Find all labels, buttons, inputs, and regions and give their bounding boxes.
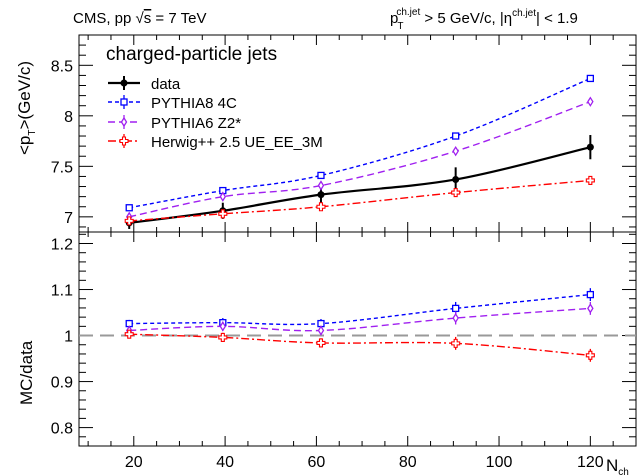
bottom-point-herwig-2-5-ue-ee-3m — [124, 329, 134, 339]
bottom-point-pythia8-4c — [586, 290, 594, 299]
bottom-point-herwig-2-5-ue-ee-3m — [218, 332, 228, 342]
top-series-line-herwig-2-5-ue-ee-3m — [129, 179, 591, 222]
legend-marker-pythia6-z2 — [120, 116, 128, 128]
top-point-herwig-2-5-ue-ee-3m — [316, 202, 326, 212]
bottom-point-herwig-2-5-ue-ee-3m — [585, 350, 595, 360]
legend-entry-herwig: Herwig++ 2.5 UE_EE_3M — [151, 134, 323, 151]
top-series-line-pythia8-4c — [129, 77, 591, 209]
x-axis-label: Nch — [606, 456, 629, 476]
top-point-herwig-2-5-ue-ee-3m — [124, 216, 134, 226]
top-y-tick-label: 8 — [64, 109, 73, 126]
top-point-pythia6-z2 — [452, 145, 459, 157]
legend-entry-data: data — [151, 76, 181, 93]
top-y-tick-label: 7.5 — [51, 159, 73, 176]
top-point-herwig-2-5-ue-ee-3m — [218, 209, 228, 219]
top-point-pythia8-4c — [125, 204, 133, 212]
bottom-point-herwig-2-5-ue-ee-3m — [316, 338, 326, 348]
legend-marker-pythia8-4c — [120, 98, 128, 106]
top-point-data — [452, 175, 460, 183]
top-y-tick-label: 8.5 — [51, 58, 73, 75]
bottom-series-line-herwig-2-5-ue-ee-3m — [129, 333, 591, 357]
x-tick-label: 20 — [125, 454, 143, 471]
top-point-pythia6-z2 — [587, 96, 594, 107]
legend-title: charged-particle jets — [106, 44, 277, 65]
legend-marker-herwig-2-5-ue-ee-3m — [119, 136, 129, 146]
legend-entry-pythia6: PYTHIA6 Z2* — [151, 115, 241, 132]
bottom-point-pythia8-4c — [452, 304, 460, 313]
bottom-point-pythia6-z2 — [219, 321, 227, 332]
top-axis-ticks: 7 7.5 8 8.5 — [51, 35, 637, 232]
header-right: pTch.jet > 5 GeV/c, |ηch.jet| < 1.9 — [390, 7, 578, 32]
top-point-data — [586, 143, 594, 151]
top-y-axis-label: <pT>(GeV/c) — [15, 61, 38, 155]
bottom-axis-ticks: 0.8 0.9 1 1.1 1.2 20 40 60 80 100 120 — [51, 232, 637, 471]
top-series-line-pythia6-z2 — [129, 101, 591, 218]
bottom-y-tick-label: 1.1 — [51, 283, 73, 300]
top-series-line-data — [129, 146, 591, 224]
x-tick-label: 120 — [577, 454, 604, 471]
x-tick-label: 100 — [486, 454, 513, 471]
bottom-y-tick-label: 0.9 — [51, 375, 73, 392]
top-point-pythia6-z2 — [219, 191, 227, 202]
x-tick-label: 60 — [308, 454, 326, 471]
bottom-point-pythia6-z2 — [317, 325, 325, 336]
bottom-y-axis-label: MC/data — [17, 340, 36, 405]
top-point-pythia6-z2 — [317, 180, 325, 191]
top-point-pythia8-4c — [317, 171, 325, 180]
bottom-panel-series — [124, 288, 595, 362]
bottom-panel-frame — [78, 231, 637, 447]
bottom-series-line-pythia8-4c — [129, 293, 591, 326]
legend: charged-particle jets data PYTHIA8 4C PY… — [106, 44, 323, 151]
top-point-pythia8-4c — [586, 74, 594, 83]
bottom-y-tick-label: 1 — [64, 329, 73, 346]
bottom-series-line-pythia6-z2 — [129, 307, 591, 332]
bottom-point-pythia6-z2 — [452, 312, 459, 324]
legend-marker-data — [120, 79, 128, 87]
bottom-y-tick-label: 1.2 — [51, 237, 73, 254]
top-point-herwig-2-5-ue-ee-3m — [585, 175, 595, 186]
bottom-y-tick-label: 0.8 — [51, 421, 73, 438]
x-tick-label: 40 — [216, 454, 234, 471]
bottom-point-herwig-2-5-ue-ee-3m — [451, 338, 461, 348]
top-point-herwig-2-5-ue-ee-3m — [451, 188, 461, 198]
legend-entry-pythia8: PYTHIA8 4C — [151, 95, 237, 112]
top-point-pythia8-4c — [452, 132, 460, 140]
x-tick-label: 80 — [399, 454, 417, 471]
bottom-point-pythia6-z2 — [587, 303, 594, 314]
top-point-data — [317, 191, 325, 199]
top-panel-series — [124, 74, 595, 229]
header-left: CMS, pp √s = 7 TeV — [73, 10, 206, 27]
top-y-tick-label: 7 — [64, 210, 73, 227]
